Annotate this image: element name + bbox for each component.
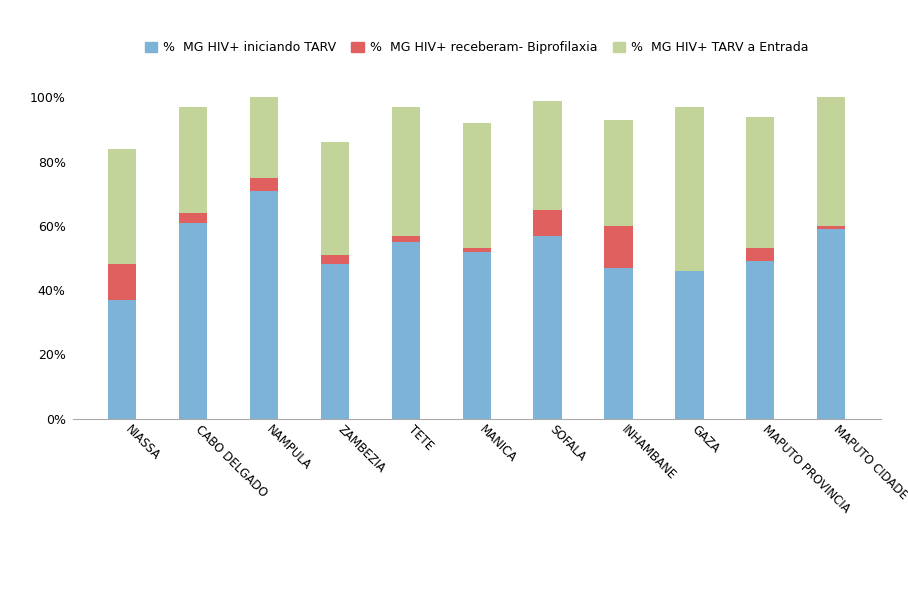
Bar: [533, 236, 562, 419]
Bar: [108, 300, 136, 419]
Bar: [746, 117, 775, 248]
Bar: [321, 255, 349, 264]
Bar: [321, 264, 349, 419]
Legend: %  MG HIV+ iniciando TARV, %  MG HIV+ receberam- Biprofilaxia, %  MG HIV+ TARV a: % MG HIV+ iniciando TARV, % MG HIV+ rece…: [140, 36, 814, 59]
Bar: [605, 268, 633, 419]
Bar: [462, 252, 491, 419]
Bar: [817, 229, 845, 419]
Bar: [817, 226, 845, 229]
Bar: [676, 107, 704, 271]
Bar: [250, 97, 278, 178]
Bar: [391, 242, 420, 419]
Bar: [533, 100, 562, 210]
Bar: [250, 178, 278, 191]
Bar: [533, 210, 562, 236]
Bar: [321, 142, 349, 255]
Bar: [676, 271, 704, 419]
Bar: [817, 97, 845, 226]
Bar: [250, 191, 278, 419]
Bar: [605, 120, 633, 226]
Bar: [462, 248, 491, 252]
Bar: [179, 213, 207, 222]
Bar: [391, 236, 420, 242]
Bar: [746, 261, 775, 419]
Bar: [391, 107, 420, 236]
Bar: [605, 226, 633, 268]
Bar: [108, 149, 136, 264]
Bar: [179, 222, 207, 419]
Bar: [108, 264, 136, 300]
Bar: [462, 123, 491, 248]
Bar: [179, 107, 207, 213]
Bar: [746, 248, 775, 261]
